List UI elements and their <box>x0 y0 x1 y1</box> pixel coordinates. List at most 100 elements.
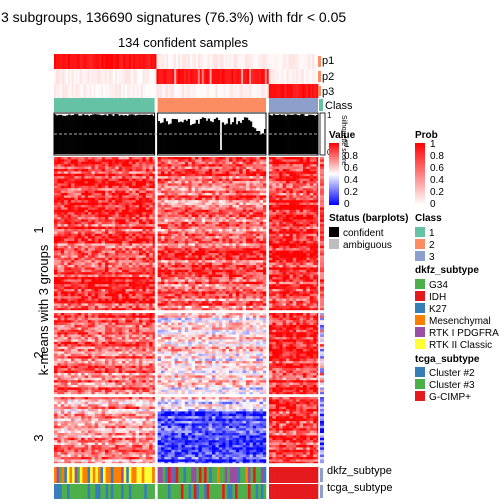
heatmap-cell <box>188 301 192 304</box>
heatmap-cell <box>74 303 78 306</box>
heatmap-cell <box>111 221 116 225</box>
heatmap-cell <box>157 161 162 165</box>
heatmap-cell <box>145 262 150 266</box>
prob-cell <box>272 54 276 69</box>
heatmap-cell <box>145 202 150 206</box>
heatmap-cell <box>81 188 85 191</box>
silhouette-bar <box>233 117 237 154</box>
heatmap-cell <box>263 224 267 227</box>
prob-cell <box>237 84 240 98</box>
heatmap-cell <box>115 173 119 177</box>
heatmap-cell <box>54 161 58 165</box>
heatmap-cell <box>275 205 280 208</box>
heatmap-cell <box>198 253 203 256</box>
heatmap-cell <box>259 257 264 261</box>
heatmap-cell <box>115 296 119 299</box>
heatmap-cell <box>74 269 78 273</box>
heatmap-cell <box>296 209 300 213</box>
heatmap-cell <box>285 169 290 172</box>
heatmap-cell <box>145 233 150 237</box>
heatmap-cell <box>67 229 72 232</box>
heatmap-cell <box>81 181 85 184</box>
heatmap-cell <box>279 181 283 184</box>
heatmap-cell <box>174 233 179 237</box>
silhouette-bar <box>199 119 203 154</box>
heatmap-cell <box>152 205 155 208</box>
heatmap-cell <box>60 284 65 287</box>
heatmap-cell <box>81 207 85 210</box>
silhouette-bar <box>171 118 174 154</box>
silhouette-bar <box>62 115 65 154</box>
heatmap-cell <box>246 236 250 239</box>
heatmap-cell <box>289 219 293 222</box>
prob-cell <box>312 69 315 84</box>
heatmap-cell <box>232 236 237 239</box>
heatmap-cell <box>268 231 273 234</box>
heatmap-cell <box>108 166 112 170</box>
heatmap-cell <box>184 183 189 186</box>
heatmap-cell <box>98 260 102 263</box>
heatmap-cell <box>249 200 254 203</box>
silhouette-bar <box>183 119 187 154</box>
heatmap-cell <box>71 181 75 184</box>
heatmap-cell <box>125 224 129 227</box>
heatmap-cell <box>188 260 192 263</box>
heatmap-cell <box>157 272 162 275</box>
heatmap-cell <box>111 267 116 270</box>
heatmap-cell <box>285 176 290 179</box>
heatmap-cell <box>292 157 297 160</box>
heatmap-cell <box>60 238 65 242</box>
heatmap-cell <box>54 212 58 215</box>
heatmap-cell <box>74 193 78 196</box>
heatmap-cell <box>188 197 192 201</box>
prob-cell <box>252 84 256 98</box>
heatmap-cell <box>279 169 283 172</box>
heatmap-cell <box>135 245 140 249</box>
heatmap-cell <box>67 272 72 275</box>
heatmap-cell <box>275 164 280 167</box>
heatmap-cell <box>74 190 78 194</box>
heatmap-cell <box>152 221 155 225</box>
heatmap-cell <box>125 169 129 172</box>
heatmap-cell <box>249 305 254 309</box>
heatmap-cell <box>54 238 58 242</box>
heatmap-cell <box>91 238 95 242</box>
heatmap-cell <box>77 296 82 299</box>
heatmap-cell <box>205 250 209 254</box>
heatmap-cell <box>118 308 123 311</box>
heatmap-cell <box>149 233 153 237</box>
heatmap-cell <box>313 226 317 230</box>
heatmap-cell <box>239 224 243 227</box>
heatmap-cell <box>128 291 133 294</box>
heatmap-cell <box>191 209 196 213</box>
heatmap-cell <box>268 159 273 162</box>
prob-cell <box>156 54 159 69</box>
heatmap-cell <box>181 229 186 232</box>
prob-cell <box>300 54 303 69</box>
prob-cell <box>203 69 207 84</box>
prob-cell <box>294 84 297 98</box>
heatmap-cell <box>215 303 220 306</box>
heatmap-cell <box>142 207 146 210</box>
heatmap-cell <box>299 181 304 184</box>
heatmap-cell <box>171 207 175 210</box>
prob-cell <box>199 54 203 69</box>
heatmap-cell <box>232 224 237 227</box>
heatmap-cell <box>145 286 150 290</box>
heatmap-cell <box>181 262 186 266</box>
heatmap-cell <box>239 265 243 268</box>
heatmap-cell <box>54 166 58 170</box>
heatmap-cell <box>191 195 196 198</box>
heatmap-cell <box>94 308 99 311</box>
heatmap-cell <box>275 176 280 179</box>
heatmap-cell <box>64 183 68 186</box>
heatmap-cell <box>128 305 133 309</box>
heatmap-cell <box>242 229 247 232</box>
heatmap-cell <box>135 243 140 246</box>
heatmap-cell <box>128 185 133 189</box>
heatmap-cell <box>88 250 92 254</box>
heatmap-cell <box>88 255 92 258</box>
heatmap-cell <box>128 178 133 182</box>
heatmap-cell <box>225 248 230 251</box>
heatmap-cell <box>174 289 179 292</box>
